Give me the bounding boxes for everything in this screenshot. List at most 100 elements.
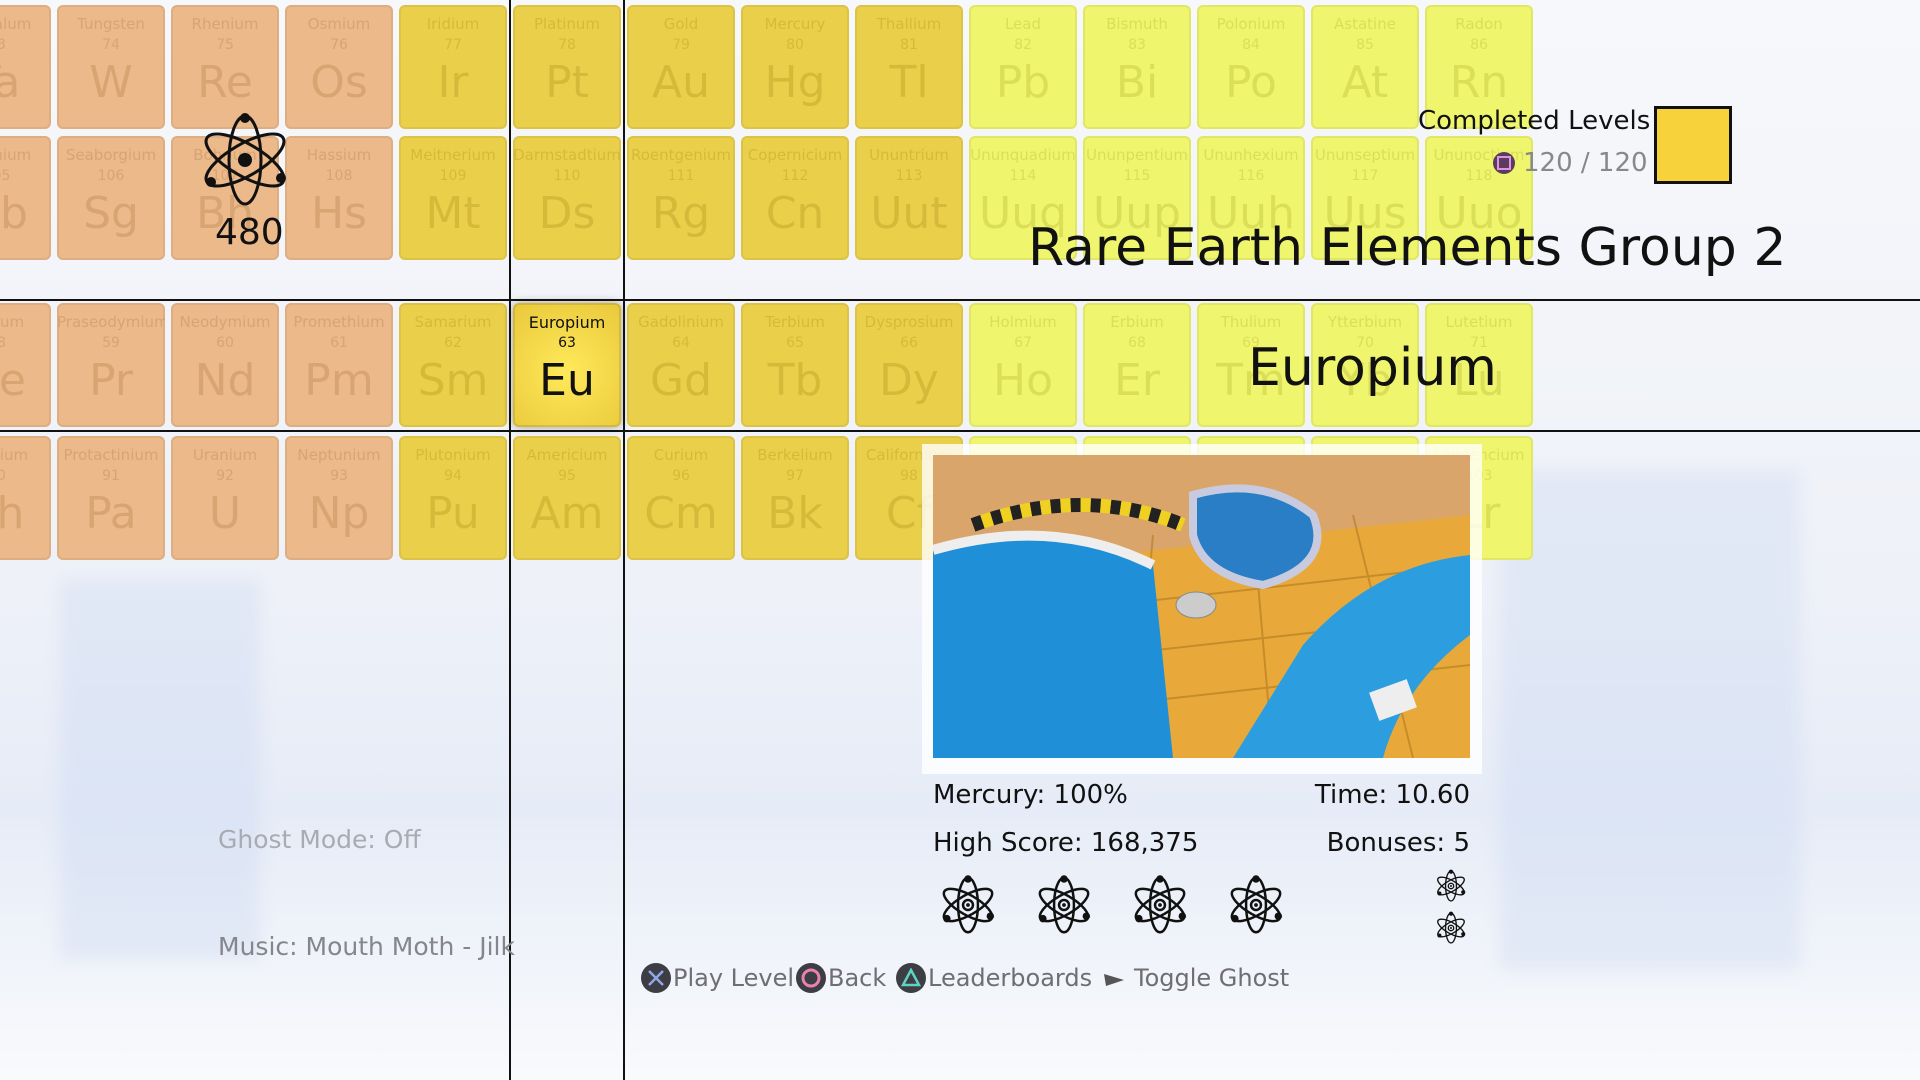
element-name: Samarium (414, 313, 492, 331)
element-symbol: Cm (644, 488, 718, 539)
element-name: Rhenium (191, 15, 259, 33)
element-cell[interactable]: Cerium 58 Ce (0, 303, 51, 427)
element-cell[interactable]: Platinum 78 Pt (513, 5, 621, 129)
element-cell[interactable]: Radon 86 Rn (1425, 5, 1533, 129)
element-cell[interactable]: Thallium 81 Tl (855, 5, 963, 129)
element-name: Uranium (192, 446, 258, 464)
element-cell[interactable]: Darmstadtium 110 Ds (513, 136, 621, 260)
leaderboards-button[interactable]: Leaderboards (896, 962, 1092, 994)
element-cell[interactable]: Neodymium 60 Nd (171, 303, 279, 427)
element-cell[interactable]: Roentgenium 111 Rg (627, 136, 735, 260)
completed-levels-label: Completed Levels (1418, 106, 1651, 136)
element-cell[interactable]: Samarium 62 Sm (399, 303, 507, 427)
element-cell[interactable]: Lutetium 71 Lu (1425, 303, 1533, 427)
element-cell[interactable]: Gadolinium 64 Gd (627, 303, 735, 427)
element-symbol: W (89, 57, 133, 108)
element-cell[interactable]: Promethium 61 Pm (285, 303, 393, 427)
element-symbol: Os (310, 57, 368, 108)
element-name: Neptunium (297, 446, 381, 464)
element-cell[interactable]: Thorium 90 Th (0, 436, 51, 560)
element-symbol: Mt (425, 188, 481, 239)
element-symbol: Bh (195, 188, 255, 239)
atomic-number: 83 (1128, 37, 1146, 53)
element-symbol: Bk (767, 488, 823, 539)
atomic-number: 77 (444, 37, 462, 53)
element-cell[interactable]: Ununquadium 114 Uuq (969, 136, 1077, 260)
element-cell[interactable]: Bismuth 83 Bi (1083, 5, 1191, 129)
element-cell[interactable]: Astatine 85 At (1311, 5, 1419, 129)
element-cell[interactable]: Ununtrium 113 Uut (855, 136, 963, 260)
element-symbol: Tb (767, 355, 823, 406)
element-cell[interactable]: Ununpentium 115 Uup (1083, 136, 1191, 260)
element-cell[interactable]: Plutonium 94 Pu (399, 436, 507, 560)
ghost-mode-status: Ghost Mode: Off (218, 825, 421, 854)
atomic-number: 70 (1356, 335, 1374, 351)
element-symbol: Rn (1449, 57, 1509, 108)
element-cell[interactable]: Protactinium 91 Pa (57, 436, 165, 560)
element-cell[interactable]: Hassium 108 Hs (285, 136, 393, 260)
atomic-number: 113 (895, 168, 923, 184)
atomic-number: 96 (672, 468, 690, 484)
element-name: Bismuth (1106, 15, 1168, 33)
element-name: Astatine (1334, 15, 1396, 33)
element-symbol: Np (308, 488, 370, 539)
element-symbol: Ds (538, 188, 596, 239)
element-cell[interactable]: Seaborgium 106 Sg (57, 136, 165, 260)
element-cell[interactable]: Tungsten 74 W (57, 5, 165, 129)
element-cell[interactable]: Neptunium 93 Np (285, 436, 393, 560)
element-name: Osmium (307, 15, 371, 33)
atomic-number: 78 (558, 37, 576, 53)
element-cell[interactable]: Polonium 84 Po (1197, 5, 1305, 129)
element-symbol: At (1341, 57, 1389, 108)
atomic-number: 75 (216, 37, 234, 53)
atomic-number: 94 (444, 468, 462, 484)
play-level-button[interactable]: Play Level (641, 962, 794, 994)
atomic-number: 80 (786, 37, 804, 53)
element-cell[interactable]: Thulium 69 Tm (1197, 303, 1305, 427)
element-cell[interactable]: Terbium 65 Tb (741, 303, 849, 427)
element-cell[interactable]: Meitnerium 109 Mt (399, 136, 507, 260)
element-cell[interactable]: Rhenium 75 Re (171, 5, 279, 129)
element-cell[interactable]: Ununseptium 117 Uus (1311, 136, 1419, 260)
element-cell[interactable]: Uranium 92 U (171, 436, 279, 560)
element-symbol: Lu (1453, 355, 1505, 406)
element-name: Gold (663, 15, 699, 33)
element-cell[interactable]: Tantalum 73 Ta (0, 5, 51, 129)
element-name: Europium (528, 313, 606, 332)
atom-score-icon (204, 113, 286, 206)
element-cell[interactable]: Gold 79 Au (627, 5, 735, 129)
element-cell[interactable]: Praseodymium 59 Pr (57, 303, 165, 427)
atomic-number: 67 (1014, 335, 1032, 351)
element-symbol: Yb (1337, 355, 1393, 406)
element-symbol: Db (0, 188, 28, 239)
element-cell[interactable]: Dubnium 105 Db (0, 136, 51, 260)
atomic-number: 118 (1465, 168, 1493, 184)
atomic-number: 64 (672, 335, 690, 351)
element-cell[interactable]: Mercury 80 Hg (741, 5, 849, 129)
element-cell[interactable]: Iridium 77 Ir (399, 5, 507, 129)
circle-button-icon (796, 963, 826, 993)
element-cell[interactable]: Erbium 68 Er (1083, 303, 1191, 427)
element-cell[interactable]: Americium 95 Am (513, 436, 621, 560)
element-name: Erbium (1110, 313, 1164, 331)
element-cell[interactable]: Ununoctium 118 Uuo (1425, 136, 1533, 260)
element-cell[interactable]: Ununhexium 116 Uuh (1197, 136, 1305, 260)
atomic-number: 115 (1123, 168, 1151, 184)
element-cell[interactable]: Ytterbium 70 Yb (1311, 303, 1419, 427)
toggle-ghost-button[interactable]: Toggle Ghost (1102, 962, 1289, 994)
back-button[interactable]: Back (796, 962, 886, 994)
element-symbol: Uus (1323, 188, 1407, 239)
element-cell[interactable]: Copernicium 112 Cn (741, 136, 849, 260)
element-cell[interactable]: Lead 82 Pb (969, 5, 1077, 129)
element-cell-selected[interactable]: Europium 63 Eu (513, 303, 621, 427)
element-cell[interactable]: Holmium 67 Ho (969, 303, 1077, 427)
element-cell[interactable]: Curium 96 Cm (627, 436, 735, 560)
element-name: Dubnium (0, 146, 32, 164)
high-score-stat: High Score: 168,375 (933, 828, 1199, 858)
element-cell[interactable]: Berkelium 97 Bk (741, 436, 849, 560)
atom-score: 480 (215, 212, 284, 253)
element-cell[interactable]: Osmium 76 Os (285, 5, 393, 129)
element-cell[interactable]: Dysprosium 66 Dy (855, 303, 963, 427)
completed-count-text: 120 / 120 (1523, 148, 1648, 178)
cursor-column-line (509, 0, 511, 1080)
